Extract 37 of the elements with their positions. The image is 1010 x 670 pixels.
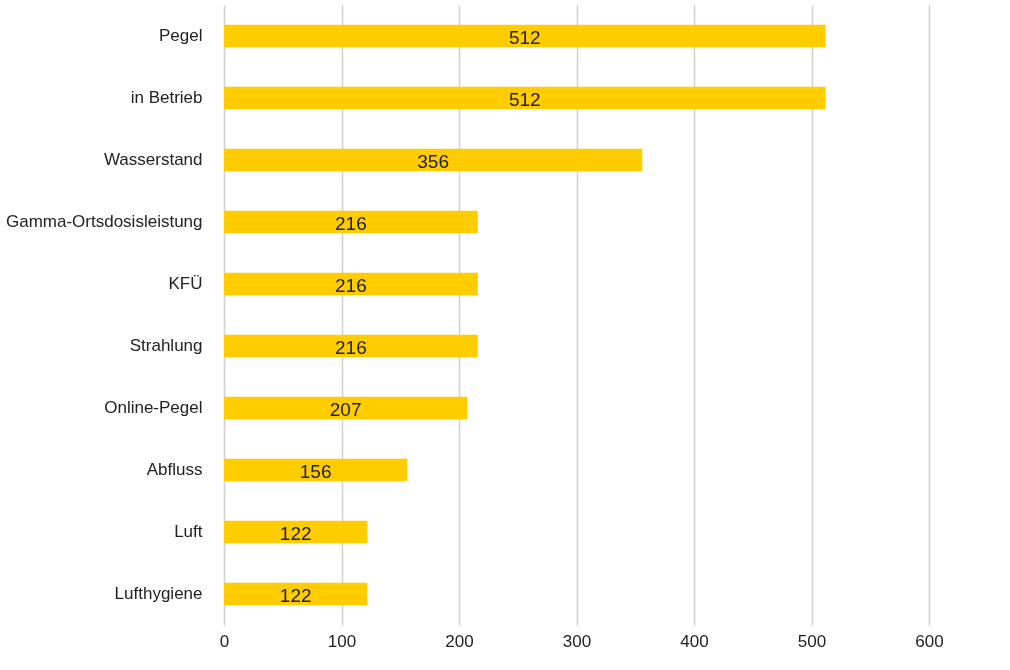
x-tick-label: 600	[915, 631, 944, 651]
bar	[224, 334, 478, 358]
y-tick-label: Online-Pegel	[104, 398, 203, 417]
bar	[224, 520, 368, 544]
x-tick-label: 500	[797, 631, 827, 651]
y-tick-label: Wasserstand	[103, 150, 203, 169]
data-label: 216	[335, 213, 367, 234]
bar	[224, 210, 478, 234]
y-tick-label: Abfluss	[146, 460, 203, 479]
x-tick-label: 200	[445, 631, 474, 651]
bar	[224, 396, 468, 420]
data-label: 512	[508, 89, 541, 110]
y-tick-label: Lufthygiene	[114, 584, 203, 603]
bar	[224, 24, 826, 48]
data-label: 356	[417, 151, 449, 172]
bar	[224, 148, 643, 172]
x-tick-label: 0	[219, 631, 230, 651]
data-label: 207	[329, 399, 362, 420]
y-tick-label: in Betrieb	[130, 88, 203, 107]
bar	[224, 458, 408, 482]
data-label: 512	[508, 27, 541, 48]
x-tick-label: 100	[327, 631, 357, 651]
y-tick-label: Gamma-Ortsdosisleistung	[5, 212, 203, 231]
bar	[224, 582, 368, 606]
x-tick-label: 400	[680, 631, 709, 651]
bar	[224, 86, 826, 110]
bar	[224, 272, 478, 296]
x-tick-label: 300	[562, 631, 592, 651]
data-label: 216	[335, 275, 367, 296]
y-tick-label: Pegel	[159, 26, 203, 45]
data-label: 122	[279, 523, 312, 544]
y-tick-label: Luft	[174, 522, 203, 541]
data-label: 156	[299, 461, 332, 482]
data-label: 122	[279, 585, 312, 606]
y-tick-label: Strahlung	[129, 336, 203, 355]
data-label: 216	[335, 337, 367, 358]
y-tick-label: KFÜ	[168, 274, 203, 293]
